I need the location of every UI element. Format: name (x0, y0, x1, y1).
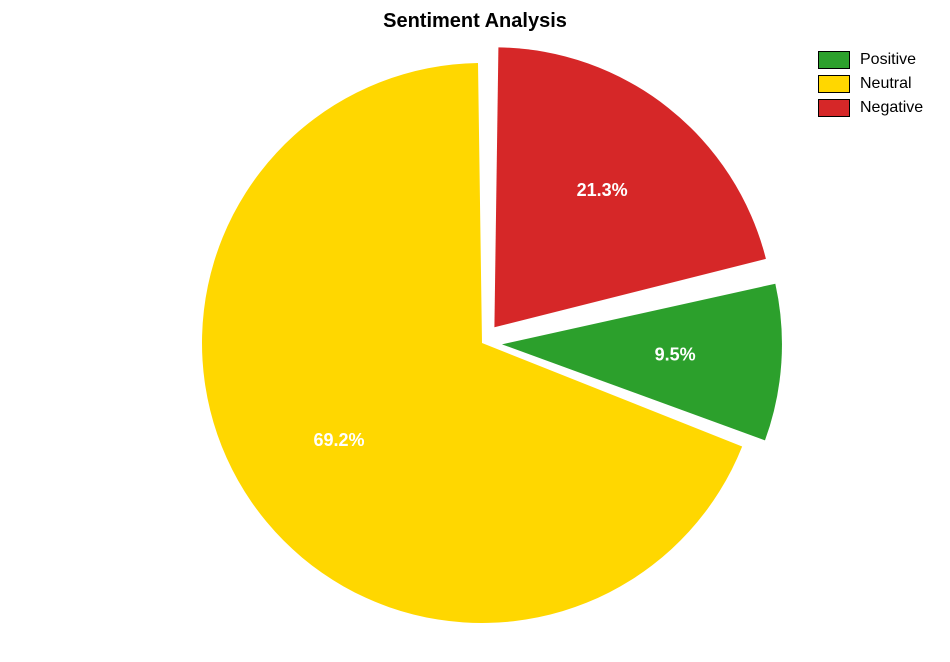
legend-label: Positive (860, 51, 916, 69)
pie-slice-negative (494, 47, 766, 327)
pie-label-positive: 9.5% (655, 345, 696, 365)
pie-chart: 21.3% 9.5% 69.2% (0, 0, 950, 662)
legend: Positive Neutral Negative (818, 48, 923, 120)
legend-swatch (818, 51, 850, 69)
legend-item-negative: Negative (818, 96, 923, 120)
legend-item-neutral: Neutral (818, 72, 923, 96)
legend-swatch (818, 99, 850, 117)
legend-label: Neutral (860, 75, 912, 93)
legend-swatch (818, 75, 850, 93)
pie-label-negative: 21.3% (577, 180, 628, 200)
legend-label: Negative (860, 99, 923, 117)
legend-item-positive: Positive (818, 48, 923, 72)
pie-label-neutral: 69.2% (314, 430, 365, 450)
